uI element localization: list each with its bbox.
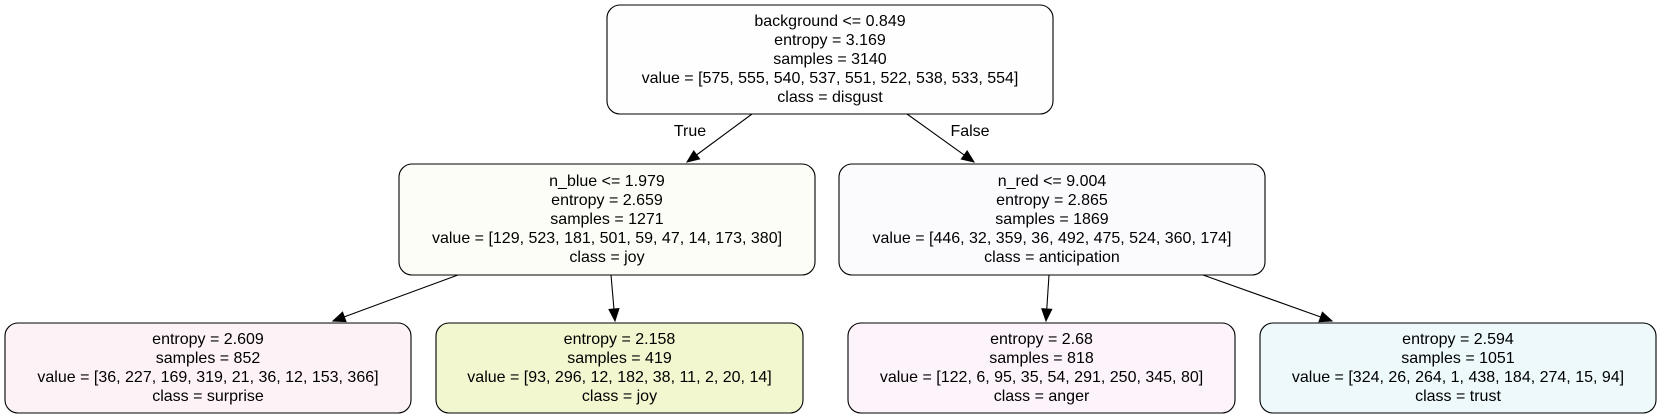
arrowhead-icon: [960, 150, 976, 163]
node-text-line: entropy = 2.609: [152, 331, 264, 348]
node-text-line: entropy = 2.865: [996, 192, 1108, 209]
edge-line: [906, 113, 965, 156]
tree-node-lr: entropy = 2.158 samples = 419 value = [93,…: [435, 322, 804, 414]
node-text-line: samples = 852: [156, 350, 261, 367]
node-box: [398, 163, 816, 276]
edge-line: [610, 274, 615, 310]
edge-line: [696, 113, 753, 156]
node-text-line: n_red <= 9.004: [998, 173, 1107, 190]
node-text-line: samples = 3140: [773, 51, 887, 68]
tree-edge: True: [674, 113, 753, 163]
node-text-line: entropy = 3.169: [774, 32, 886, 49]
tree-node-ll: entropy = 2.609 samples = 852 value = [36,…: [4, 322, 412, 414]
tree-node-rl: entropy = 2.68 samples = 818 value = [122,…: [847, 322, 1236, 414]
node-text-line: class = anticipation: [984, 249, 1120, 266]
node-text-line: background <= 0.849: [754, 13, 905, 30]
arrowhead-icon: [685, 149, 701, 163]
node-text-line: samples = 1271: [550, 211, 664, 228]
edge-line: [1202, 274, 1321, 318]
node-text-line: n_blue <= 1.979: [549, 173, 665, 190]
node-text-line: class = anger: [994, 388, 1090, 405]
node-text-line: samples = 419: [567, 350, 672, 367]
edge-label: True: [674, 123, 706, 140]
edge-label: False: [950, 123, 989, 140]
tree-edge: [331, 274, 459, 323]
arrowhead-icon: [331, 311, 347, 323]
tree-edge: [608, 274, 620, 323]
node-text-line: class = trust: [1415, 388, 1501, 405]
node-text-line: samples = 818: [989, 350, 1094, 367]
node-text-line: samples = 1051: [1401, 350, 1515, 367]
node-text-line: class = surprise: [152, 388, 264, 405]
arrowhead-icon: [1041, 308, 1053, 323]
arrowhead-icon: [1318, 311, 1334, 323]
node-box: [4, 322, 412, 414]
node-text-line: samples = 1869: [995, 211, 1109, 228]
tree-node-root: background <= 0.849 entropy = 3.169 sample…: [606, 4, 1054, 115]
tree-edge: False: [906, 113, 990, 163]
node-box: [606, 4, 1054, 115]
node-text-line: entropy = 2.68: [990, 331, 1093, 348]
edge-line: [344, 274, 459, 318]
node-text-line: entropy = 2.594: [1402, 331, 1514, 348]
node-text-line: value = [93, 296, 12, 182, 38, 11, 2, 20…: [467, 369, 771, 386]
node-text-line: value = [129, 523, 181, 501, 59, 47, 14,…: [432, 230, 782, 247]
node-text-line: value = [446, 32, 359, 36, 492, 475, 524…: [873, 230, 1232, 247]
node-text-line: value = [36, 227, 169, 319, 21, 36, 12, …: [37, 369, 378, 386]
tree-node-rr: entropy = 2.594 samples = 1051 value = [32…: [1259, 322, 1657, 414]
node-text-line: value = [575, 555, 540, 537, 551, 522, 5…: [642, 70, 1019, 87]
node-text-line: value = [324, 26, 264, 1, 438, 184, 274,…: [1292, 369, 1624, 386]
node-text-line: class = disgust: [777, 89, 883, 106]
node-text-line: entropy = 2.659: [551, 192, 663, 209]
node-box: [435, 322, 804, 414]
node-box: [1259, 322, 1657, 414]
tree-node-right: n_red <= 9.004 entropy = 2.865 samples = 1…: [838, 163, 1266, 276]
tree-edge: [1202, 274, 1334, 323]
node-text-line: entropy = 2.158: [564, 331, 676, 348]
node-box: [838, 163, 1266, 276]
tree-node-left: n_blue <= 1.979 entropy = 2.659 samples = …: [398, 163, 816, 276]
arrowhead-icon: [608, 308, 620, 323]
tree-edge: [1041, 274, 1053, 323]
node-box: [847, 322, 1236, 414]
node-text-line: class = joy: [569, 249, 644, 266]
edge-line: [1046, 274, 1050, 310]
node-text-line: value = [122, 6, 95, 35, 54, 291, 250, 3…: [880, 369, 1203, 386]
node-text-line: class = joy: [582, 388, 657, 405]
